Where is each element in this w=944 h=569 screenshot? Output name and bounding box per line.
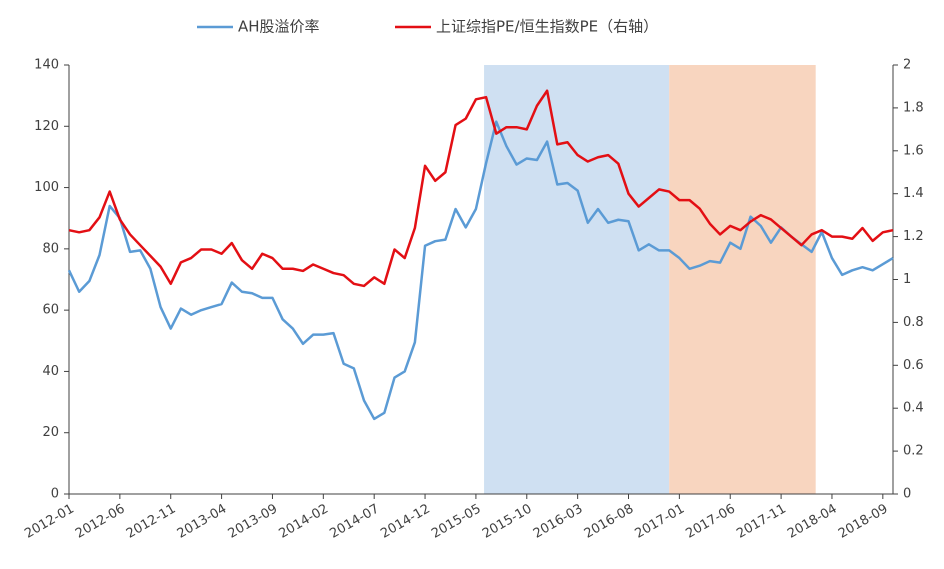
x-tick-label: 2017-11 [734,502,789,542]
y2-tick-label: 1.4 [903,186,924,201]
highlight-band [484,65,670,494]
x-tick-label: 2012-06 [73,502,128,542]
y2-tick-label: 1 [903,272,911,287]
y-tick-label: 40 [42,364,59,379]
y-tick-label: 120 [34,119,59,134]
x-tick-label: 2015-05 [429,502,484,542]
y-tick-label: 60 [42,303,59,318]
y-tick-label: 100 [34,180,59,195]
y-tick-label: 140 [34,58,59,73]
y2-tick-label: 0.6 [903,358,924,373]
x-tick-label: 2018-09 [836,502,891,542]
y2-tick-label: 1.6 [903,143,924,158]
series-line [68,89,894,288]
x-tick-label: 2012-01 [22,502,77,542]
x-tick-label: 2015-10 [480,502,535,542]
y-tick-label: 20 [42,425,59,440]
y-tick-label: 80 [42,241,59,256]
y2-tick-label: 1.2 [903,229,924,244]
x-tick-label: 2012-11 [124,502,179,542]
series-line [67,120,894,421]
x-tick-label: 2016-03 [531,502,586,542]
x-tick-label: 2017-01 [633,502,688,542]
legend-label: 上证综指PE/恒生指数PE（右轴） [436,18,658,36]
x-tick-label: 2018-04 [785,502,840,542]
x-tick-label: 2017-06 [683,502,738,542]
y2-tick-label: 0.8 [903,315,924,330]
x-tick-label: 2013-09 [226,502,281,542]
legend-label: AH股溢价率 [238,18,320,36]
x-tick-label: 2013-04 [175,502,230,542]
y2-tick-label: 0.2 [903,444,924,459]
y2-tick-label: 2 [903,58,911,73]
x-tick-label: 2014-02 [277,502,332,542]
y2-tick-label: 1.8 [903,100,924,115]
y2-tick-label: 0 [903,487,911,502]
y-tick-label: 0 [51,487,59,502]
x-tick-label: 2016-08 [582,502,637,542]
x-tick-label: 2014-07 [327,502,382,542]
x-tick-label: 2014-12 [378,502,433,542]
highlight-band [669,65,816,494]
y2-tick-label: 0.4 [903,401,924,416]
